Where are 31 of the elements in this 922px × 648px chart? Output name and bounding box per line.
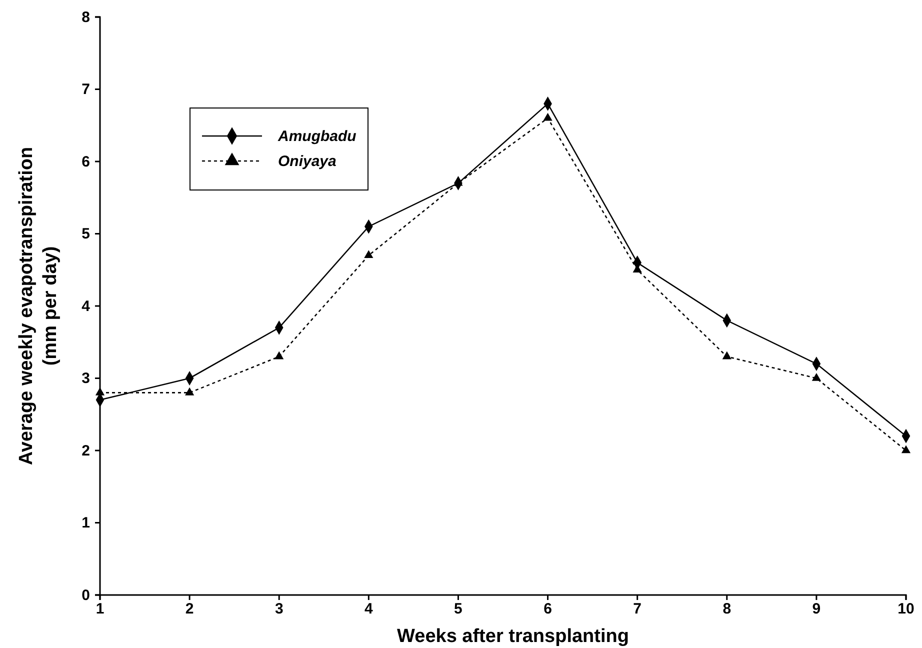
y-tick-label: 4 — [82, 298, 91, 315]
legend-label: Oniyaya — [278, 153, 336, 170]
y-tick-label: 0 — [82, 586, 90, 604]
x-tick-label: 10 — [898, 600, 914, 618]
point — [543, 112, 552, 121]
point — [274, 351, 284, 360]
x-axis-title: Weeks after transplanting — [397, 626, 629, 647]
legend-label: Amugbadu — [277, 128, 356, 145]
x-tick-label: 4 — [364, 600, 374, 618]
x-tick-label: 3 — [274, 600, 284, 618]
y-tick-label: 3 — [82, 370, 90, 388]
point — [901, 445, 911, 454]
point — [95, 387, 105, 396]
x-tick-label: 8 — [722, 600, 732, 618]
point — [364, 250, 374, 258]
y-tick-label: 2 — [82, 442, 90, 460]
y-tick-label: 1 — [82, 514, 90, 532]
x-tick-label: 1 — [96, 600, 104, 618]
x-tick-label: 5 — [454, 600, 462, 618]
y-tick-label: 6 — [82, 153, 90, 170]
point — [184, 387, 194, 396]
x-tick-label: 7 — [633, 600, 642, 618]
x-tick-label: 9 — [812, 600, 821, 618]
point — [722, 351, 732, 360]
y-tick-label: 5 — [82, 226, 90, 243]
y-tick-label: 8 — [82, 8, 90, 26]
x-tick-label: 6 — [544, 600, 552, 618]
y-tick-label: 7 — [82, 81, 90, 98]
point — [812, 372, 822, 381]
y-axis-title: Average weekly evapotranspiration (mm per day) — [16, 146, 61, 466]
x-tick-label: 2 — [185, 600, 194, 618]
